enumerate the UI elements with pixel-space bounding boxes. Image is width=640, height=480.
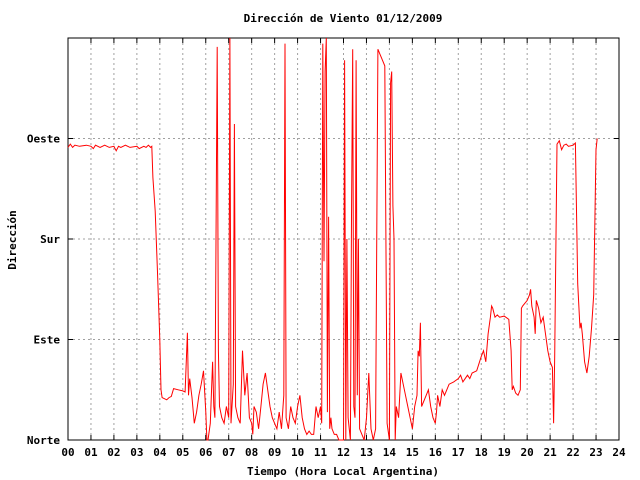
x-tick-label: 06	[199, 446, 213, 459]
wind-direction-series-line	[67, 37, 598, 441]
x-tick-label: 08	[245, 446, 258, 459]
x-tick-label: 04	[153, 446, 167, 459]
x-tick-label: 10	[291, 446, 304, 459]
x-tick-label: 12	[337, 446, 350, 459]
x-tick-label: 01	[84, 446, 98, 459]
x-axis-label: Tiempo (Hora Local Argentina)	[247, 465, 439, 478]
chart-title: Dirección de Viento 01/12/2009	[244, 12, 443, 25]
x-tick-label: 16	[429, 446, 443, 459]
x-tick-label: 07	[222, 446, 235, 459]
x-tick-label: 03	[130, 446, 143, 459]
y-tick-label: Oeste	[27, 133, 60, 146]
x-tick-label: 09	[268, 446, 281, 459]
x-tick-label: 15	[406, 446, 419, 459]
y-tick-label: Este	[34, 334, 61, 347]
x-tick-label: 02	[107, 446, 120, 459]
x-tick-label: 22	[566, 446, 579, 459]
x-tick-label: 19	[498, 446, 511, 459]
x-tick-label: 11	[314, 446, 328, 459]
x-tick-label: 05	[176, 446, 189, 459]
x-tick-label: 21	[544, 446, 558, 459]
x-tick-label: 00	[61, 446, 74, 459]
x-tick-label: 18	[475, 446, 488, 459]
y-axis-label: Dirección	[6, 210, 19, 270]
x-tick-label: 13	[360, 446, 373, 459]
x-tick-label: 20	[521, 446, 534, 459]
y-tick-label: Sur	[40, 233, 60, 246]
x-tick-label: 17	[452, 446, 465, 459]
y-tick-labels: Norte Este Sur Oeste	[27, 133, 60, 448]
x-tick-label: 14	[383, 446, 397, 459]
y-tick-label: Norte	[27, 434, 60, 447]
x-tick-label: 23	[589, 446, 602, 459]
x-tick-label: 24	[612, 446, 626, 459]
x-tick-labels: 00 01 02 03 04 05 06 07 08 09 10 11 12 13 14 15 16 17 18 19…	[61, 446, 626, 459]
